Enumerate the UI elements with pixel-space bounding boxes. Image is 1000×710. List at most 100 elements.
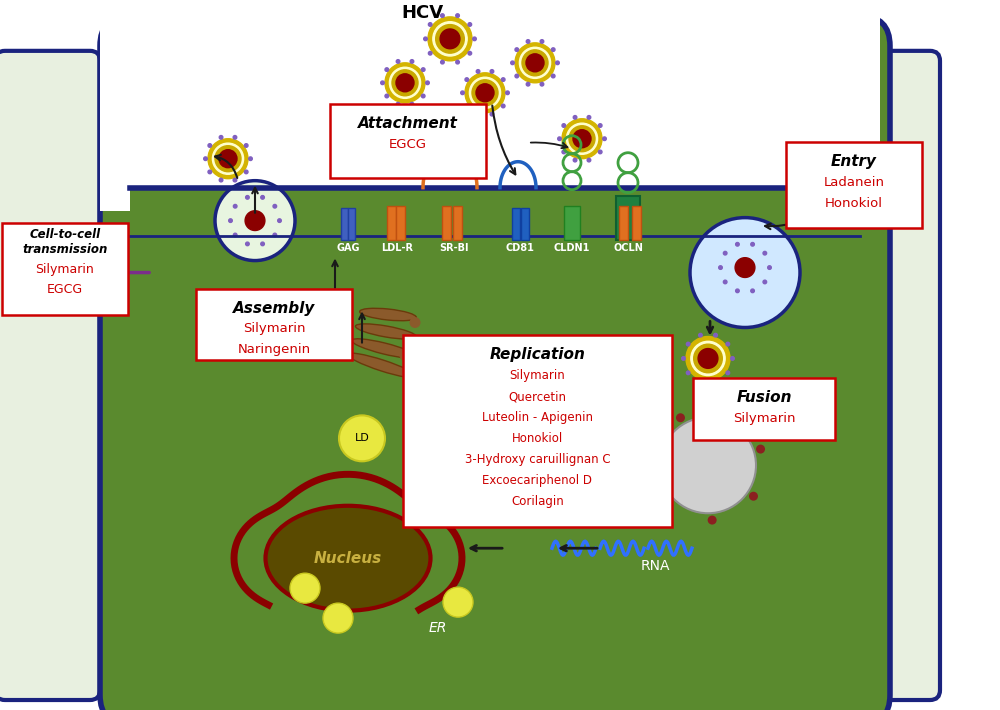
Text: Silymarin: Silymarin bbox=[510, 369, 565, 383]
Circle shape bbox=[558, 137, 561, 141]
Text: SR-BI: SR-BI bbox=[439, 243, 469, 253]
FancyBboxPatch shape bbox=[619, 206, 628, 239]
Circle shape bbox=[389, 67, 421, 99]
Circle shape bbox=[204, 157, 207, 160]
FancyBboxPatch shape bbox=[100, 16, 890, 710]
Circle shape bbox=[522, 50, 548, 76]
Circle shape bbox=[587, 116, 591, 119]
Text: Silymarin: Silymarin bbox=[733, 413, 795, 425]
Text: RNA: RNA bbox=[640, 559, 670, 573]
Text: Corilagin: Corilagin bbox=[511, 496, 564, 508]
Circle shape bbox=[233, 233, 237, 237]
Text: CD81: CD81 bbox=[506, 243, 534, 253]
FancyBboxPatch shape bbox=[840, 51, 940, 700]
Circle shape bbox=[476, 84, 494, 102]
Text: Assembly: Assembly bbox=[233, 300, 315, 315]
Circle shape bbox=[396, 74, 414, 92]
Circle shape bbox=[698, 349, 718, 368]
Circle shape bbox=[461, 91, 464, 94]
FancyBboxPatch shape bbox=[130, 187, 860, 236]
Circle shape bbox=[573, 130, 591, 148]
Circle shape bbox=[587, 158, 591, 162]
Circle shape bbox=[246, 195, 249, 199]
FancyBboxPatch shape bbox=[512, 207, 520, 239]
Circle shape bbox=[506, 91, 509, 94]
Circle shape bbox=[339, 415, 385, 462]
Text: CLDN1: CLDN1 bbox=[554, 243, 590, 253]
Circle shape bbox=[731, 253, 759, 282]
Circle shape bbox=[562, 150, 566, 154]
Circle shape bbox=[714, 487, 717, 491]
Text: OCLN: OCLN bbox=[613, 243, 643, 253]
Circle shape bbox=[215, 180, 295, 261]
Circle shape bbox=[719, 266, 722, 269]
Circle shape bbox=[526, 54, 544, 72]
FancyBboxPatch shape bbox=[100, 1, 880, 211]
Circle shape bbox=[465, 104, 469, 108]
Circle shape bbox=[424, 37, 427, 40]
Circle shape bbox=[465, 73, 505, 113]
Text: LD: LD bbox=[355, 433, 369, 443]
Text: Attachment: Attachment bbox=[358, 116, 458, 131]
Circle shape bbox=[261, 195, 264, 199]
Circle shape bbox=[763, 280, 767, 284]
Circle shape bbox=[686, 337, 730, 381]
Circle shape bbox=[468, 23, 472, 26]
FancyBboxPatch shape bbox=[632, 206, 641, 239]
Circle shape bbox=[392, 70, 418, 96]
Circle shape bbox=[428, 51, 432, 55]
Circle shape bbox=[598, 150, 602, 154]
Text: Cell-to-cell
transmission: Cell-to-cell transmission bbox=[22, 228, 108, 256]
Circle shape bbox=[723, 280, 727, 284]
Circle shape bbox=[763, 251, 767, 255]
Circle shape bbox=[551, 48, 555, 51]
Circle shape bbox=[400, 350, 411, 361]
Circle shape bbox=[526, 40, 530, 43]
Text: Naringenin: Naringenin bbox=[237, 344, 311, 356]
Circle shape bbox=[540, 82, 544, 86]
Circle shape bbox=[501, 104, 505, 108]
Circle shape bbox=[441, 13, 444, 17]
FancyBboxPatch shape bbox=[2, 223, 128, 315]
Circle shape bbox=[261, 242, 264, 246]
Circle shape bbox=[540, 40, 544, 43]
Text: 3-Hydroxy caruillignan C: 3-Hydroxy caruillignan C bbox=[465, 453, 610, 466]
Circle shape bbox=[426, 81, 429, 84]
Circle shape bbox=[756, 444, 765, 454]
Circle shape bbox=[714, 440, 717, 444]
Circle shape bbox=[698, 455, 718, 475]
Circle shape bbox=[731, 464, 734, 467]
Circle shape bbox=[731, 356, 734, 360]
Circle shape bbox=[726, 478, 730, 481]
Text: HCV: HCV bbox=[401, 4, 443, 22]
Circle shape bbox=[410, 102, 414, 106]
FancyBboxPatch shape bbox=[396, 206, 405, 239]
Circle shape bbox=[726, 342, 730, 346]
Text: Nucleus: Nucleus bbox=[314, 551, 382, 566]
FancyBboxPatch shape bbox=[564, 206, 580, 239]
Circle shape bbox=[723, 251, 727, 255]
Text: Fusion: Fusion bbox=[736, 391, 792, 405]
Circle shape bbox=[273, 233, 277, 237]
Circle shape bbox=[421, 94, 425, 98]
Circle shape bbox=[573, 158, 577, 162]
Circle shape bbox=[749, 492, 758, 501]
FancyBboxPatch shape bbox=[196, 288, 352, 361]
Circle shape bbox=[736, 289, 739, 293]
Circle shape bbox=[219, 136, 223, 139]
Circle shape bbox=[691, 342, 725, 376]
Circle shape bbox=[699, 380, 702, 383]
Circle shape bbox=[440, 29, 460, 49]
Circle shape bbox=[751, 289, 754, 293]
Circle shape bbox=[768, 266, 771, 269]
Circle shape bbox=[229, 219, 232, 222]
Circle shape bbox=[473, 37, 476, 40]
FancyBboxPatch shape bbox=[453, 206, 462, 239]
Circle shape bbox=[723, 246, 767, 290]
Circle shape bbox=[694, 344, 722, 373]
Circle shape bbox=[219, 150, 237, 168]
Circle shape bbox=[660, 417, 756, 513]
Circle shape bbox=[396, 102, 400, 106]
FancyBboxPatch shape bbox=[340, 207, 348, 239]
Circle shape bbox=[476, 70, 480, 73]
